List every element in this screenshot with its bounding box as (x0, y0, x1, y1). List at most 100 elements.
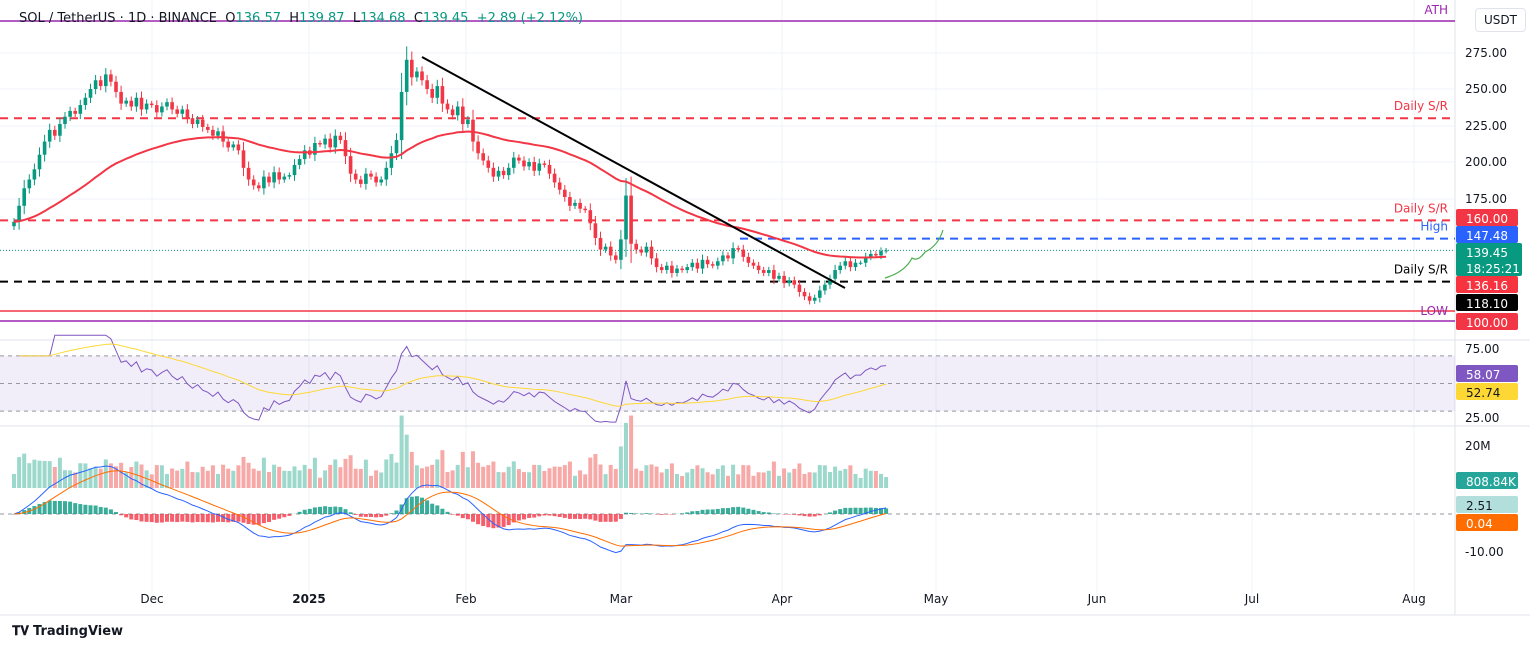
volume-bar (358, 468, 363, 488)
candle-body (134, 97, 139, 107)
rsi-tick: 25.00 (1465, 411, 1499, 425)
macd-histogram-bar (736, 506, 741, 514)
macd-histogram-bar (282, 514, 287, 518)
volume-bar (812, 472, 817, 488)
macd-histogram-bar (537, 514, 542, 517)
macd-histogram-bar (302, 509, 307, 514)
volume-bar (659, 472, 664, 488)
candle-body (563, 189, 567, 198)
volume-bar (858, 477, 863, 488)
macd-histogram-bar (858, 507, 863, 514)
macd-histogram-bar (374, 514, 379, 518)
macd-histogram-bar (746, 508, 751, 514)
macd-histogram-bar (828, 512, 832, 514)
volume-bar (144, 470, 149, 488)
candle-body (593, 223, 598, 238)
candle-body (568, 197, 572, 206)
volume-bar (256, 470, 261, 488)
candle-body (547, 164, 552, 174)
macd-histogram-bar (180, 514, 185, 522)
macd-histogram-bar (511, 514, 516, 523)
candle-body (129, 100, 134, 107)
candle-body (603, 246, 608, 250)
tradingview-logo[interactable]: 𝐓𝐕 TradingView (12, 624, 123, 639)
candle-body (807, 296, 812, 301)
volume-bar (210, 465, 215, 488)
volume-bar (195, 472, 200, 488)
macd-histogram-bar (32, 506, 37, 514)
macd-histogram-bar (221, 514, 226, 523)
macd-histogram-bar (756, 511, 761, 514)
candle-body (410, 59, 414, 78)
badge-macd: 2.51 (1466, 499, 1493, 513)
macd-histogram-bar (476, 514, 481, 525)
volume-bar (175, 470, 180, 488)
candle-body (746, 256, 751, 263)
volume-bar (460, 451, 465, 488)
macd-histogram-bar (833, 510, 838, 514)
macd-histogram-bar (231, 514, 236, 522)
candle-body (313, 143, 317, 155)
macd-histogram-bar (170, 514, 175, 522)
volume-bar (593, 453, 598, 488)
candle-body (695, 262, 700, 269)
volume-bar (608, 464, 613, 488)
macd-histogram-bar (73, 503, 78, 514)
volume-bar (251, 468, 256, 488)
candle-body (858, 262, 863, 264)
volume-bar (603, 474, 608, 488)
macd-histogram-bar (22, 510, 27, 514)
macd-histogram-bar (527, 514, 532, 518)
candle-body (787, 280, 791, 284)
candle-body (756, 265, 761, 271)
macd-histogram-bar (690, 511, 695, 514)
candle-body (802, 291, 807, 297)
macd-histogram-bar (124, 514, 129, 518)
candle-body (425, 80, 429, 89)
volume-bar (272, 464, 277, 488)
candle-body (680, 268, 684, 271)
badge-160-box (1456, 209, 1518, 226)
volume-bar (374, 470, 379, 488)
macd-histogram-bar (486, 514, 491, 528)
candle-body (537, 163, 542, 171)
volume-bar (425, 466, 430, 488)
macd-histogram-bar (394, 510, 399, 514)
volume-bar (119, 462, 124, 488)
level-label: Daily S/R (1394, 263, 1448, 277)
volume-bar (639, 470, 644, 488)
macd-histogram-bar (751, 509, 756, 514)
candle-body (119, 91, 123, 104)
macd-histogram-bar (547, 514, 552, 516)
volume-bar (557, 466, 562, 488)
volume-bar (384, 459, 389, 488)
badge-volume: 808.84K (1466, 475, 1517, 489)
volume-bar (522, 472, 526, 488)
candle-body (624, 195, 628, 240)
macd-histogram-bar (353, 514, 358, 515)
candle-body (114, 81, 118, 92)
volume-bar (532, 464, 537, 488)
volume-bar (583, 474, 588, 488)
candle-body (634, 243, 638, 250)
macd-histogram-bar (812, 514, 817, 517)
currency-button[interactable]: USDT (1475, 8, 1526, 32)
volume-bar (154, 465, 159, 488)
macd-histogram-bar (384, 514, 389, 516)
macd-histogram-bar (389, 513, 394, 514)
macd-histogram-bar (522, 514, 526, 520)
candle-body (884, 250, 888, 252)
candle-body (180, 109, 185, 114)
badge-volume-box (1456, 472, 1518, 489)
badge-high: 147.48 (1466, 229, 1508, 243)
macd-histogram-bar (603, 514, 608, 522)
volume-bar (399, 415, 404, 488)
volume-bar (12, 473, 16, 488)
candle-body (297, 159, 302, 165)
macd-histogram-bar (618, 514, 623, 519)
badge-macd-box (1456, 496, 1518, 513)
candle-body (812, 297, 817, 301)
symbol-title: SOL / TetherUS · 1D · BINANCE (19, 11, 218, 26)
close-label: C (413, 11, 423, 26)
